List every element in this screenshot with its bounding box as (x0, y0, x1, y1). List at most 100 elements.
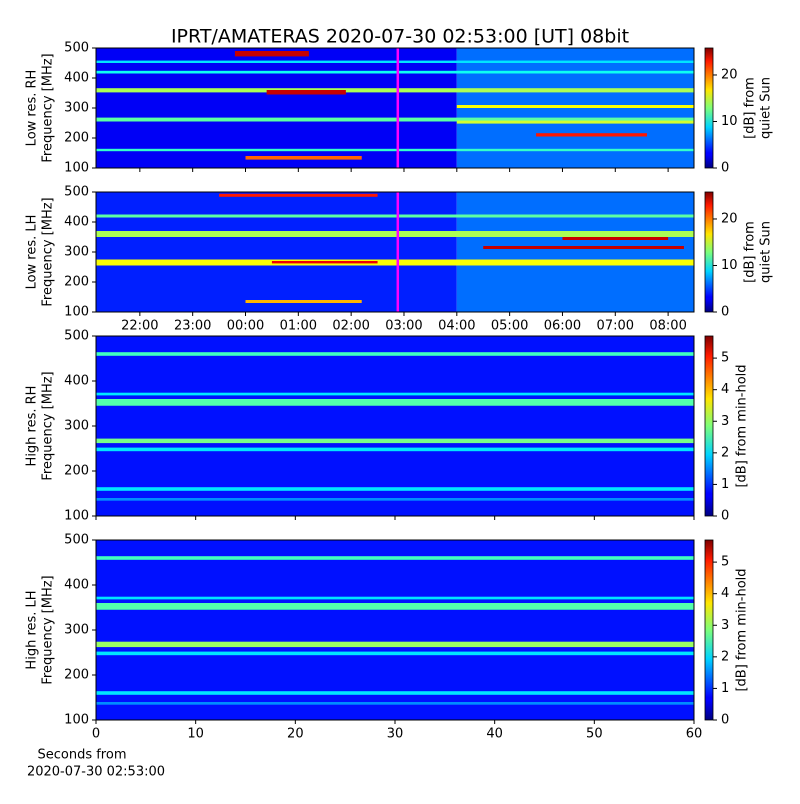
spectrum-band (96, 117, 694, 122)
x-tick-label: 60 (686, 727, 703, 742)
x-axis-label: 2020-07-30 02:53:00 (27, 765, 165, 780)
colorbar-label: quiet Sun (759, 221, 774, 283)
y-tick-label: 500 (64, 533, 89, 548)
x-tick-label: 30 (387, 727, 404, 742)
colorbar-tick-label: 10 (721, 114, 738, 129)
spectrum-band (96, 214, 694, 218)
y-tick-label: 200 (64, 275, 89, 290)
spectrum-band (96, 603, 694, 610)
y-tick-label: 100 (64, 509, 89, 524)
y-tick-label: 400 (64, 374, 89, 389)
spectrum-band (96, 88, 694, 93)
colorbar-tick-label: 0 (721, 713, 729, 728)
spectrum-band (96, 641, 694, 648)
x-tick-label: 08:00 (649, 319, 686, 334)
colorbar-tick-label: 0 (721, 305, 729, 320)
x-tick-label: 22:00 (121, 319, 158, 334)
spectrum-band (96, 259, 694, 266)
x-tick-label: 03:00 (385, 319, 422, 334)
spectrum-band (96, 231, 694, 237)
colorbar-tick-label: 0 (721, 161, 729, 176)
spectrum-band (245, 300, 362, 303)
colorbar-label: [dB] from min-hold (735, 568, 750, 691)
plot-area (96, 540, 694, 720)
y-axis-label: Low res. LH (25, 215, 40, 290)
colorbar-tick-label: 4 (721, 382, 729, 397)
spectrum-band (96, 192, 457, 312)
colorbar-tick-label: 0 (721, 509, 729, 524)
spectrum-band (266, 90, 346, 95)
colorbar (704, 47, 714, 169)
y-tick-label: 200 (64, 131, 89, 146)
y-axis-label: Frequency [MHz] (41, 197, 56, 306)
x-tick-label: 20 (287, 727, 304, 742)
colorbar-label: [dB] from (743, 77, 758, 139)
colorbar-tick-label: 5 (721, 555, 729, 570)
y-tick-label: 500 (64, 41, 89, 56)
y-axis-label: High res. LH (25, 590, 40, 669)
colorbar-tick-label: 10 (721, 258, 738, 273)
x-axis-label: Seconds from (37, 748, 126, 763)
y-axis-label: Frequency [MHz] (41, 53, 56, 162)
x-tick-label: 00:00 (227, 319, 264, 334)
colorbar-tick-label: 1 (721, 477, 729, 492)
colorbar-tick-label: 1 (721, 681, 729, 696)
x-tick-label: 50 (586, 727, 603, 742)
spectrum-band (562, 237, 669, 240)
colorbar-tick-label: 5 (721, 351, 729, 366)
colorbar-tick-label: 20 (721, 211, 738, 226)
plot-area (96, 336, 694, 516)
plot-area (96, 48, 694, 168)
spectrum-band (96, 540, 694, 720)
y-tick-label: 100 (64, 713, 89, 728)
y-tick-label: 300 (64, 419, 89, 434)
spectrum-band (456, 105, 694, 108)
y-tick-label: 100 (64, 305, 89, 320)
colorbar-label: [dB] from min-hold (735, 364, 750, 487)
x-tick-label: 05:00 (491, 319, 528, 334)
spectrum-band (96, 336, 694, 516)
y-tick-label: 300 (64, 623, 89, 638)
colorbar-tick-label: 4 (721, 586, 729, 601)
spectrum-band (245, 156, 362, 160)
x-tick-label: 10 (187, 727, 204, 742)
colorbar-label: [dB] from (743, 221, 758, 283)
x-tick-label: 02:00 (332, 319, 369, 334)
spectrum-band (96, 702, 694, 705)
spectrum-band (96, 438, 694, 444)
y-tick-label: 400 (64, 215, 89, 230)
spectrum-band (96, 651, 694, 656)
x-tick-label: 40 (486, 727, 503, 742)
y-axis-label: High res. RH (25, 386, 40, 467)
spectrum-band (483, 246, 684, 249)
y-tick-label: 200 (64, 668, 89, 683)
y-tick-label: 400 (64, 71, 89, 86)
spectrum-band (456, 120, 694, 124)
y-tick-label: 500 (64, 329, 89, 344)
spectrum-band (96, 148, 694, 152)
spectrum-band (96, 392, 694, 396)
x-tick-label: 04:00 (438, 319, 475, 334)
colorbar-label: quiet Sun (759, 77, 774, 139)
spectrum-band (96, 70, 694, 74)
y-tick-label: 300 (64, 245, 89, 260)
chart-title: IPRT/AMATERAS 2020-07-30 02:53:00 [UT] 0… (171, 26, 629, 48)
x-tick-label: 0 (92, 727, 100, 742)
colorbar-tick-label: 3 (721, 618, 729, 633)
colorbar-tick-label: 2 (721, 445, 729, 460)
colorbar-tick-label: 2 (721, 649, 729, 664)
spectrum-band (96, 498, 694, 501)
y-tick-label: 300 (64, 101, 89, 116)
spectrum-band (96, 447, 694, 452)
spectrum-band (536, 133, 647, 137)
spectrum-band (234, 51, 309, 57)
spectrum-band (271, 261, 378, 264)
x-tick-label: 06:00 (544, 319, 581, 334)
colorbar (704, 191, 714, 313)
y-axis-label: Frequency [MHz] (41, 371, 56, 480)
x-tick-label: 07:00 (597, 319, 634, 334)
spectrum-band (96, 691, 694, 695)
plot-area (96, 192, 694, 312)
y-axis-label: Frequency [MHz] (41, 575, 56, 684)
spectrum-band (456, 192, 694, 312)
